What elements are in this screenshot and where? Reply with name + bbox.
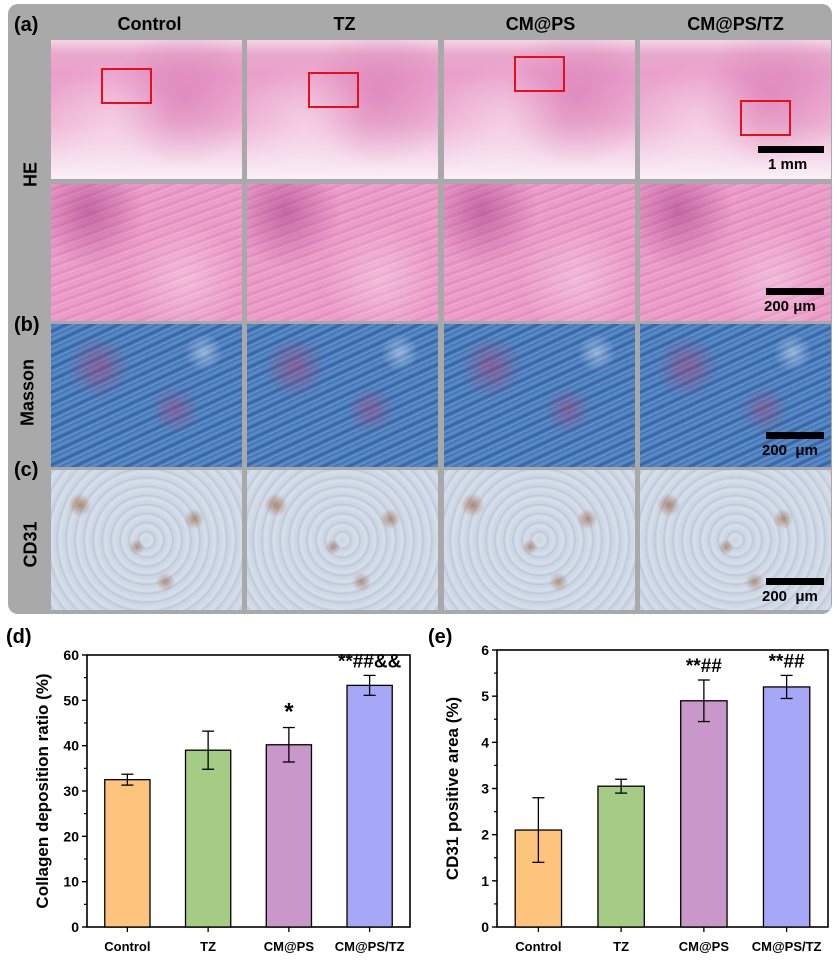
- masson-cmps-image: [444, 324, 635, 467]
- y-tick-label: 10: [63, 874, 79, 890]
- panel-label-d: (d): [6, 626, 32, 648]
- y-tick-label: 40: [63, 738, 79, 754]
- scale-bar: [766, 432, 824, 439]
- cd31-area-chart: 0 1 2 3 4 5 6 CD31 positive area (%) Control TZ CM…: [443, 642, 829, 954]
- row-label-masson: Masson: [17, 358, 38, 427]
- panel-label-a: (a): [14, 14, 39, 36]
- bar-cm-ps-tz: [346, 684, 393, 928]
- row-label-he: HE: [20, 162, 41, 188]
- bar-control: [104, 779, 151, 928]
- panel-label-b: (b): [14, 314, 40, 336]
- panel-label-c: (c): [14, 459, 39, 481]
- chart-d-container: (d) 0 10 20 30 40 50 60 Collagen deposition rat…: [0, 620, 420, 957]
- y-tick-label: 20: [63, 828, 79, 844]
- cd31-cmps-tz-image: 200 μm: [640, 470, 831, 610]
- y-tick-label: 1: [481, 873, 489, 889]
- significance-label: **##: [769, 651, 805, 672]
- he-high-cmps-tz-image: 200 μm: [640, 184, 831, 321]
- roi-box: [308, 72, 359, 108]
- he-low-cmps-tz-image: 1 mm: [640, 40, 831, 179]
- he-low-control-image: [51, 40, 242, 179]
- scale-bar: [766, 288, 824, 295]
- cd31-tz-image: [247, 470, 438, 610]
- he-low-cmps-image: [444, 40, 635, 179]
- x-tick-label: CM@PS/TZ: [752, 939, 822, 954]
- roi-box: [101, 68, 152, 104]
- y-tick-label: 0: [71, 919, 79, 935]
- bar-cm-ps: [265, 744, 313, 928]
- roi-box: [514, 56, 565, 92]
- panel-label-e: (e): [428, 626, 453, 648]
- he-high-tz-image: [247, 184, 438, 321]
- scale-bar-label: 200 μm: [762, 588, 818, 605]
- y-tick-label: 50: [63, 692, 79, 708]
- column-header-cmps: CM@PS: [505, 14, 576, 34]
- collagen-deposition-chart: 0 10 20 30 40 50 60 Collagen deposition ratio (…: [33, 647, 411, 954]
- masson-tz-image: [247, 324, 438, 467]
- y-tick-label: 0: [481, 919, 489, 935]
- masson-control-image: [51, 324, 242, 467]
- bar-cm-ps: [680, 700, 728, 928]
- y-axis-label: CD31 positive area (%): [443, 697, 462, 880]
- significance-label: **##&&: [338, 651, 402, 672]
- cd31-cmps-image: [444, 470, 635, 610]
- column-header-tz: TZ: [333, 14, 356, 34]
- bar-tz: [184, 749, 232, 928]
- significance-label: **##: [686, 656, 722, 677]
- cd31-control-image: [51, 470, 242, 610]
- scale-bar-label: 200 μm: [762, 442, 818, 459]
- y-axis-label: Collagen deposition ratio (%): [33, 673, 52, 908]
- he-high-control-image: [51, 184, 242, 321]
- y-tick-label: 5: [481, 688, 489, 704]
- he-low-tz-image: [247, 40, 438, 179]
- scale-bar: [766, 578, 824, 585]
- x-tick-label: TZ: [200, 939, 216, 954]
- column-header-cmps-tz: CM@PS/TZ: [687, 14, 784, 34]
- x-tick-label: CM@PS/TZ: [335, 939, 405, 954]
- column-header-control: Control: [117, 14, 182, 34]
- scale-bar-label: 200 μm: [764, 298, 816, 315]
- y-tick-label: 3: [481, 781, 489, 797]
- roi-box: [740, 100, 791, 136]
- x-tick-label: Control: [104, 939, 150, 954]
- masson-cmps-tz-image: 200 μm: [640, 324, 831, 467]
- x-tick-label: Control: [515, 939, 561, 954]
- y-tick-label: 30: [63, 783, 79, 799]
- x-tick-label: CM@PS: [264, 939, 315, 954]
- y-tick-label: 60: [63, 647, 79, 663]
- scale-bar: [758, 146, 824, 153]
- x-tick-label: TZ: [613, 939, 629, 954]
- y-tick-label: 2: [481, 827, 489, 843]
- chart-e-container: (e) 0 1 2 3 4 5 6 CD31 positive area (%) Control…: [420, 620, 838, 957]
- y-tick-label: 4: [481, 734, 489, 750]
- scale-bar-label: 1 mm: [768, 156, 808, 173]
- micrograph-panel: (a) (b) (c) Control TZ CM@PS CM@PS/TZ HE…: [8, 4, 832, 614]
- bar-cm-ps-tz: [762, 686, 811, 928]
- x-tick-label: CM@PS: [679, 939, 730, 954]
- bar-tz: [597, 785, 645, 928]
- y-tick-label: 6: [481, 642, 489, 658]
- row-label-cd31: CD31: [20, 521, 41, 568]
- significance-label: *: [284, 699, 294, 726]
- he-high-cmps-image: [444, 184, 635, 321]
